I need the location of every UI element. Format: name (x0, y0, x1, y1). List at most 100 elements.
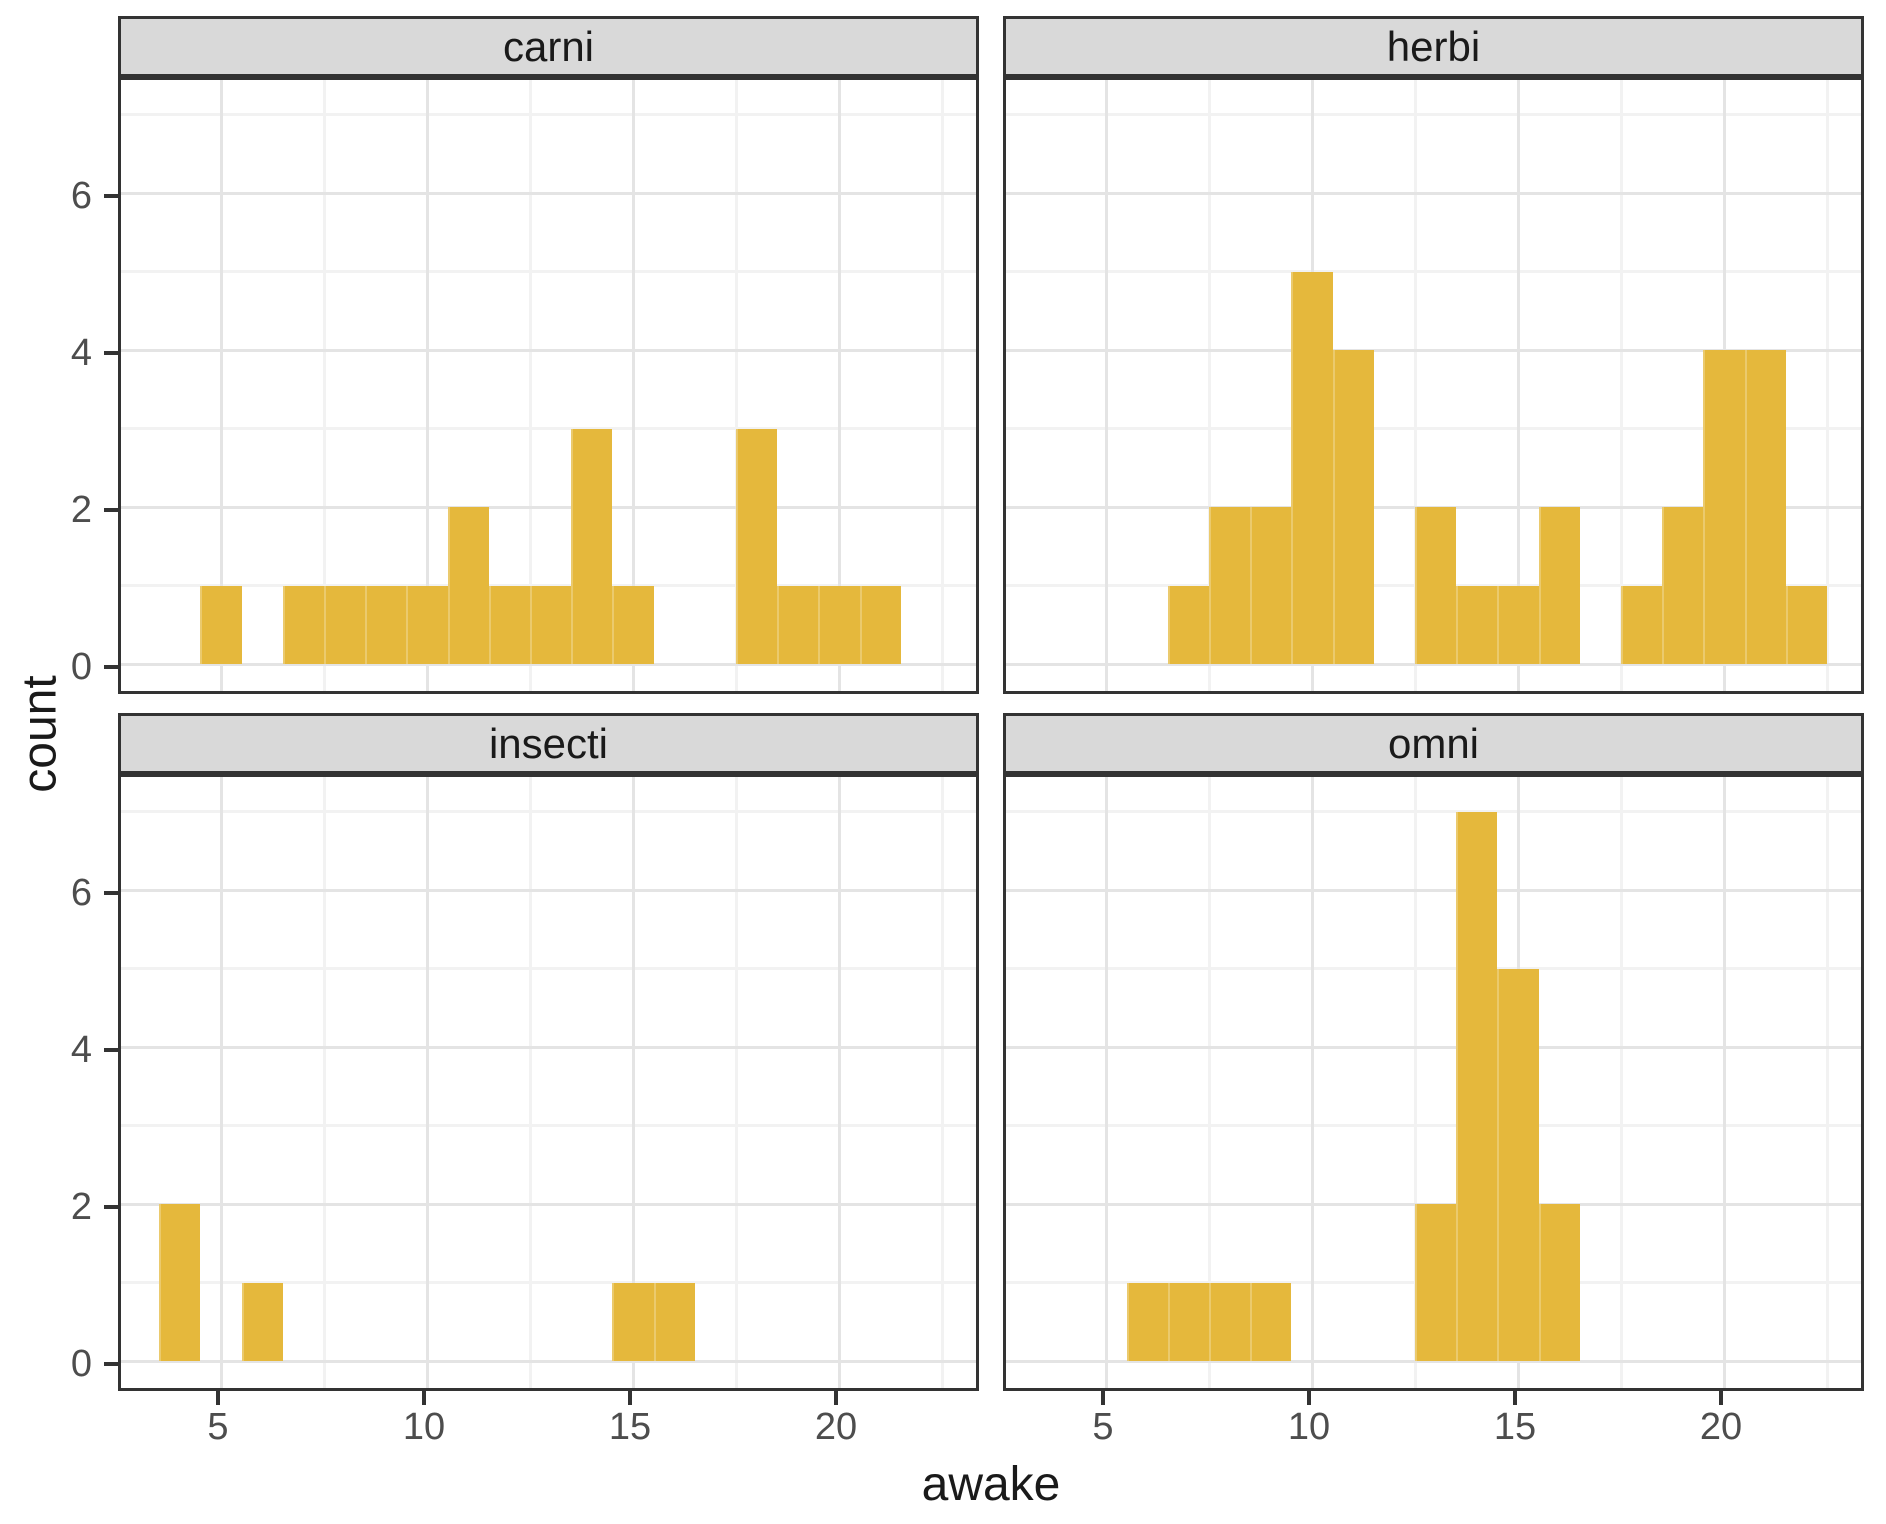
facet-panel-carni (118, 77, 979, 694)
x-axis-tick (422, 1391, 426, 1405)
gridline-major-y (1006, 662, 1861, 666)
y-axis-tick (104, 1362, 118, 1366)
gridline-minor-x (1825, 80, 1829, 691)
facet-strip: omni (1003, 713, 1864, 774)
histogram-bar (159, 1204, 201, 1361)
gridline-minor-x (734, 80, 738, 691)
gridline-major-y (121, 662, 976, 666)
histogram-bar (777, 585, 819, 664)
gridline-major-y (121, 1359, 976, 1363)
y-axis-tick (104, 194, 118, 198)
y-axis-title: count (13, 675, 67, 793)
histogram-bar (1415, 1204, 1457, 1361)
x-axis-title: awake (921, 1458, 1061, 1511)
facet-strip-label: herbi (1386, 22, 1481, 70)
gridline-major-x (1516, 80, 1520, 691)
x-axis-tick (1307, 1391, 1311, 1405)
gridline-major-x (219, 777, 223, 1388)
gridline-major-y (1006, 191, 1861, 195)
facet-strip: insecti (118, 713, 979, 774)
y-tick-label: 2 (70, 1186, 92, 1228)
gridline-major-x (1722, 777, 1726, 1388)
gridline-minor-y (1006, 1124, 1861, 1127)
gridline-major-x (631, 80, 635, 691)
histogram-bar (612, 1282, 654, 1361)
gridline-major-y (1006, 888, 1861, 892)
histogram-bar (571, 428, 613, 664)
gridline-major-y (121, 191, 976, 195)
histogram-bar (1497, 968, 1539, 1361)
facet-strip-label: insecti (488, 719, 609, 767)
x-tick-label: 5 (1092, 1406, 1114, 1448)
y-tick-label: 4 (70, 332, 92, 374)
histogram-bar (324, 585, 366, 664)
gridline-minor-x (1207, 80, 1211, 691)
histogram-bar (1538, 1204, 1580, 1361)
histogram-bar (1209, 507, 1251, 664)
histogram-bar (1744, 350, 1786, 664)
x-axis-tick (1719, 1391, 1723, 1405)
gridline-major-x (631, 777, 635, 1388)
histogram-bar (1497, 585, 1539, 664)
histogram-bar (736, 428, 778, 664)
gridline-minor-y (1006, 967, 1861, 970)
gridline-minor-x (528, 777, 532, 1388)
gridline-major-x (837, 777, 841, 1388)
gridline-major-y (121, 888, 976, 892)
gridline-minor-x (528, 80, 532, 691)
histogram-bar (1209, 1282, 1251, 1361)
gridline-major-y (1006, 348, 1861, 352)
gridline-minor-x (322, 80, 326, 691)
y-tick-label: 4 (70, 1029, 92, 1071)
histogram-bar (653, 1282, 695, 1361)
gridline-minor-y (1006, 113, 1861, 116)
facet-strip: carni (118, 16, 979, 77)
y-tick-label: 0 (70, 1343, 92, 1385)
gridline-major-x (219, 80, 223, 691)
gridline-minor-x (1619, 80, 1623, 691)
histogram-bar (1621, 585, 1663, 664)
gridline-major-x (837, 80, 841, 691)
histogram-bar (1250, 507, 1292, 664)
gridline-minor-y (1006, 427, 1861, 430)
histogram-bar (282, 585, 324, 664)
x-axis-tick (834, 1391, 838, 1405)
gridline-major-x (1104, 80, 1108, 691)
x-tick-label: 5 (207, 1406, 229, 1448)
histogram-bar (365, 585, 407, 664)
x-tick-label: 20 (814, 1406, 858, 1448)
facet-strip: herbi (1003, 16, 1864, 77)
histogram-bar (859, 585, 901, 664)
gridline-major-x (425, 80, 429, 691)
y-tick-label: 6 (70, 175, 92, 217)
gridline-minor-x (1413, 777, 1417, 1388)
gridline-minor-x (1825, 777, 1829, 1388)
x-tick-label: 15 (1493, 1406, 1537, 1448)
histogram-bar (1291, 271, 1333, 664)
histogram-bar (200, 585, 242, 664)
y-axis-tick (104, 891, 118, 895)
gridline-minor-y (1006, 810, 1861, 813)
gridline-minor-y (121, 967, 976, 970)
histogram-bar (1538, 507, 1580, 664)
y-tick-label: 6 (70, 872, 92, 914)
gridline-minor-y (121, 810, 976, 813)
x-axis-tick (628, 1391, 632, 1405)
gridline-major-y (121, 1045, 976, 1049)
gridline-minor-x (322, 777, 326, 1388)
gridline-minor-x (734, 777, 738, 1388)
gridline-minor-x (1413, 80, 1417, 691)
y-axis-tick (104, 351, 118, 355)
histogram-bar (241, 1282, 283, 1361)
histogram-bar (530, 585, 572, 664)
histogram-bar (1167, 1282, 1209, 1361)
facet-panel-omni (1003, 774, 1864, 1391)
gridline-minor-y (1006, 270, 1861, 273)
gridline-major-y (1006, 1359, 1861, 1363)
histogram-bar (488, 585, 530, 664)
facet-strip-label: carni (502, 22, 595, 70)
y-axis-tick (104, 508, 118, 512)
x-axis-tick (216, 1391, 220, 1405)
gridline-major-x (1310, 777, 1314, 1388)
